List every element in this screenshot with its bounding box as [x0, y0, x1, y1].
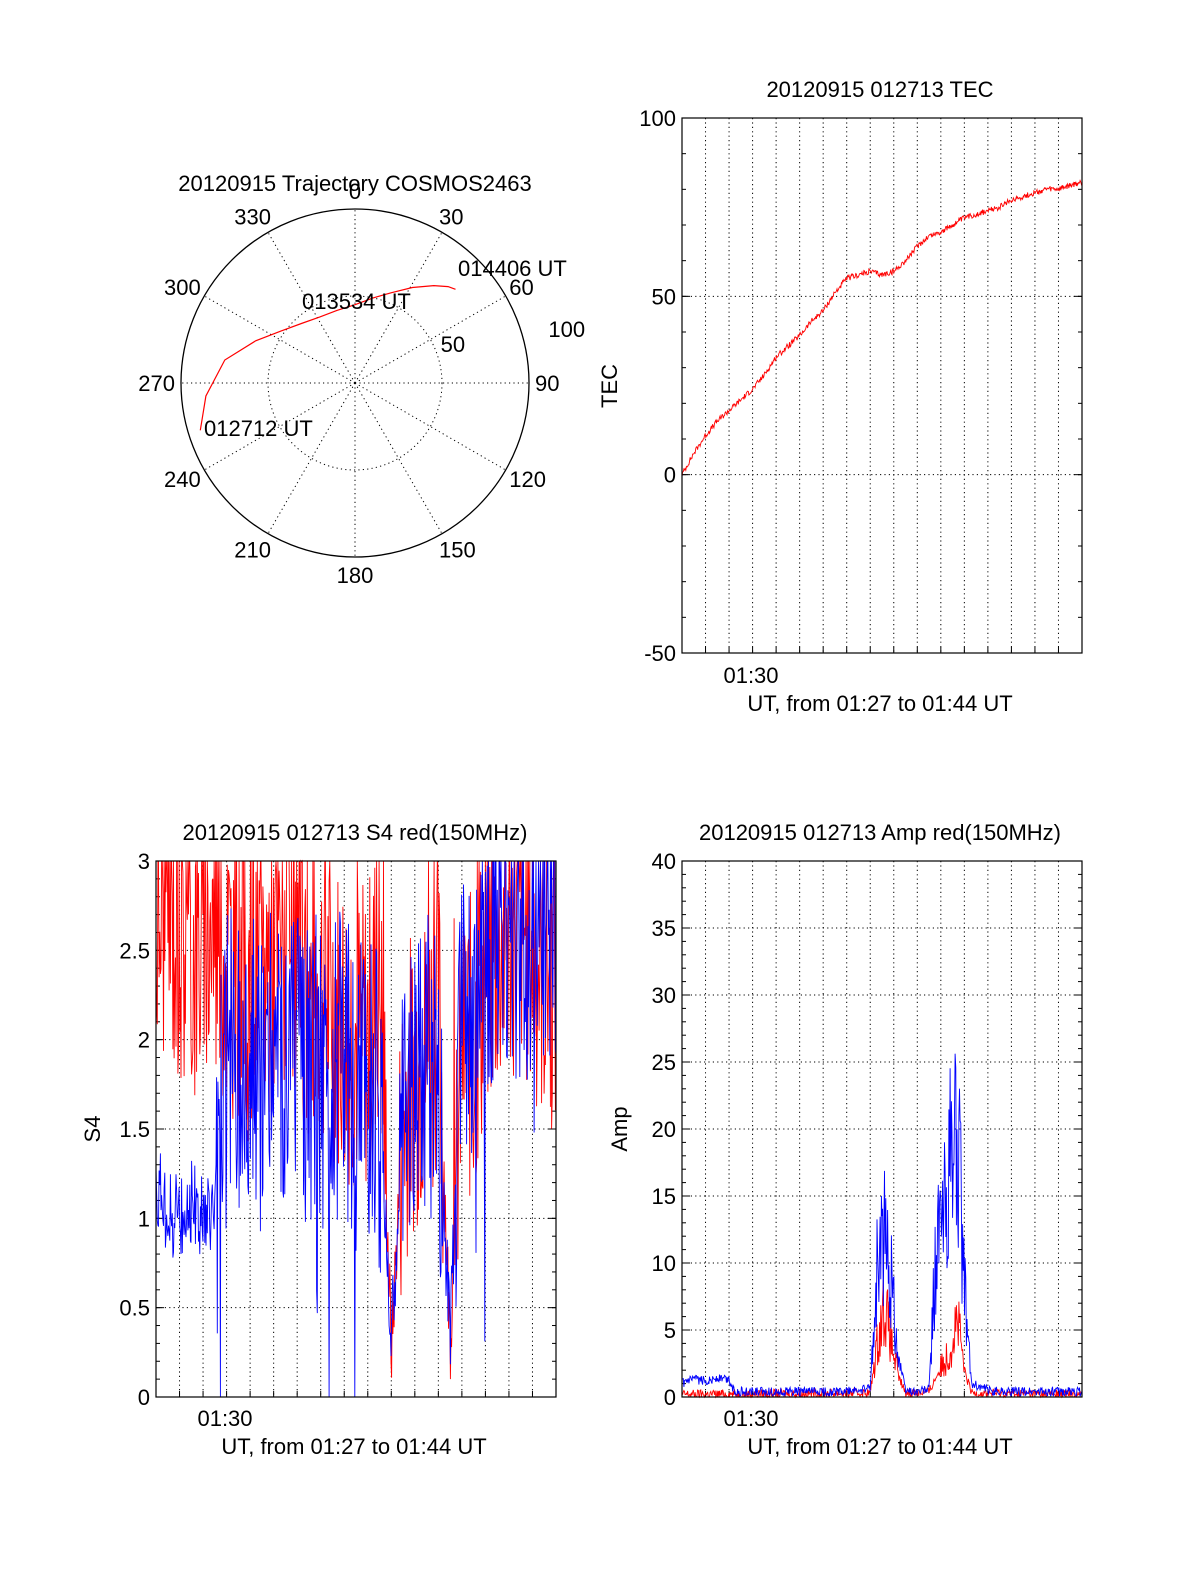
polar-ring-50	[267, 295, 443, 471]
s4-y-tick-label: 2.5	[119, 938, 150, 963]
tec-y-tick-labels: 100 50 0 -50	[639, 106, 676, 666]
polar-radial-labels: 50 100	[441, 317, 585, 357]
azimuth-label-90: 90	[535, 371, 559, 396]
tec-panel: 20120915 012713 TEC 100 50 0 -50 01:30 UT, …	[597, 77, 1083, 716]
tec-y-tick-label: -50	[644, 641, 676, 666]
amp-y-tick-label: 15	[652, 1184, 676, 1209]
azimuth-label-60: 60	[509, 275, 533, 300]
amp-y-tick-label: 0	[664, 1385, 676, 1410]
polar-azimuth-labels: 0 30 60 90 120 150 180 210 240 270 300 330	[138, 179, 559, 588]
amp-x-axis-label: UT, from 01:27 to 01:44 UT	[747, 1434, 1012, 1459]
annotation-end-time: 014406 UT	[458, 256, 567, 281]
annotation-start-time: 012712 UT	[204, 416, 313, 441]
annotation-mid-time: 013534 UT	[302, 289, 411, 314]
azimuth-label-240: 240	[164, 467, 201, 492]
trajectory-line	[199, 284, 456, 431]
amp-series-blue	[681, 1053, 1083, 1398]
azimuth-label-330: 330	[234, 205, 271, 230]
tec-x-axis-label: UT, from 01:27 to 01:44 UT	[747, 691, 1012, 716]
amp-x-tick-label: 01:30	[723, 1406, 778, 1431]
azimuth-label-180: 180	[337, 563, 374, 588]
amp-grid	[682, 860, 1082, 1398]
s4-y-tick-label: 0	[138, 1385, 150, 1410]
azimuth-label-30: 30	[439, 205, 463, 230]
s4-series-blue	[155, 860, 557, 1398]
s4-panel: 20120915 012713 S4 red(150MHz) 3 2.5 2 1.5 1…	[80, 820, 557, 1459]
tec-y-tick-label: 100	[639, 106, 676, 131]
s4-y-tick-label: 0.5	[119, 1296, 150, 1321]
azimuth-label-150: 150	[439, 537, 476, 562]
s4-y-tick-label: 1	[138, 1206, 150, 1231]
tec-y-axis-label: TEC	[597, 364, 622, 408]
s4-plot-frame	[155, 860, 557, 1398]
amp-series-red	[681, 1280, 1083, 1399]
s4-y-tick-label: 1.5	[119, 1117, 150, 1142]
azimuth-label-300: 300	[164, 275, 201, 300]
polar-spoke-120	[354, 382, 506, 471]
s4-title: 20120915 012713 S4 red(150MHz)	[183, 820, 528, 845]
amp-y-tick-label: 25	[652, 1050, 676, 1075]
amp-y-tick-label: 20	[652, 1117, 676, 1142]
radial-label-50: 50	[441, 332, 465, 357]
radial-label-100: 100	[548, 317, 585, 342]
s4-y-tick-label: 2	[138, 1028, 150, 1053]
s4-x-axis-label: UT, from 01:27 to 01:44 UT	[221, 1434, 486, 1459]
azimuth-label-210: 210	[234, 537, 271, 562]
amp-panel: 20120915 012713 Amp red(150MHz) 40 35 30 25…	[607, 820, 1083, 1459]
amp-y-tick-label: 40	[652, 849, 676, 874]
amp-series	[681, 1053, 1083, 1399]
polar-spoke-150	[354, 382, 443, 534]
tec-x-tick-label: 01:30	[723, 663, 778, 688]
amp-title: 20120915 012713 Amp red(150MHz)	[699, 820, 1061, 845]
tec-grid	[682, 117, 1082, 654]
tec-title: 20120915 012713 TEC	[766, 77, 993, 102]
polar-trajectory-panel: 20120915 Trajectory COSMOS2463 0 30 60 90 12…	[138, 171, 585, 588]
polar-spoke-210	[267, 382, 356, 534]
s4-series	[155, 859, 557, 1398]
tec-series	[681, 179, 1083, 477]
tec-plot-frame	[681, 117, 1083, 654]
amp-y-tick-labels: 40 35 30 25 20 15 10 5 0	[652, 849, 676, 1410]
polar-outer-ring	[180, 208, 530, 558]
tec-y-tick-label: 0	[664, 463, 676, 488]
azimuth-label-270: 270	[138, 371, 175, 396]
s4-y-tick-label: 3	[138, 849, 150, 874]
azimuth-label-0: 0	[349, 179, 361, 204]
amp-y-tick-label: 30	[652, 983, 676, 1008]
amp-y-tick-label: 10	[652, 1251, 676, 1276]
s4-y-tick-labels: 3 2.5 2 1.5 1 0.5 0	[119, 849, 150, 1410]
tec-y-tick-label: 50	[652, 284, 676, 309]
amp-y-axis-label: Amp	[607, 1106, 632, 1151]
tec-series-red	[681, 179, 1083, 477]
polar-grid	[180, 208, 530, 558]
amp-y-tick-label: 5	[664, 1318, 676, 1343]
amp-plot-frame	[681, 860, 1083, 1398]
s4-y-axis-label: S4	[80, 1116, 105, 1143]
amp-y-tick-label: 35	[652, 916, 676, 941]
s4-x-tick-label: 01:30	[197, 1406, 252, 1431]
azimuth-label-120: 120	[509, 467, 546, 492]
polar-title: 20120915 Trajectory COSMOS2463	[178, 171, 531, 196]
